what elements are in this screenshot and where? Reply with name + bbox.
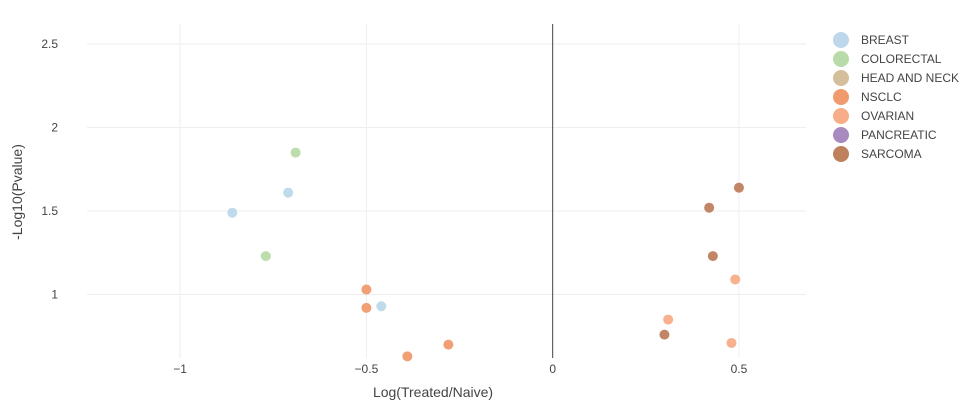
- y-axis-title: -Log10(Pvalue): [9, 144, 25, 240]
- data-point-colorectal[interactable]: [290, 147, 301, 158]
- x-tick-label: −1: [173, 362, 187, 376]
- legend-label: SARCOMA: [861, 147, 922, 161]
- data-point-nsclc[interactable]: [443, 339, 454, 350]
- x-tick-label: 0: [549, 362, 556, 376]
- legend-label: OVARIAN: [861, 109, 914, 123]
- legend-item-nsclc[interactable]: NSCLC: [833, 89, 902, 105]
- tick-label-layer: −1 −0.5 0 0.5 1 1.5 2 2.5: [41, 37, 747, 376]
- x-tick-label: 0.5: [731, 362, 748, 376]
- legend-label: PANCREATIC: [861, 128, 937, 142]
- data-point-sarcoma[interactable]: [733, 182, 744, 193]
- data-point-sarcoma[interactable]: [659, 329, 670, 340]
- x-axis-title: Log(Treated/Naive): [373, 384, 493, 400]
- legend-swatch: [833, 51, 849, 67]
- legend-item-colorectal[interactable]: COLORECTAL: [833, 51, 942, 67]
- data-point-nsclc[interactable]: [402, 351, 413, 362]
- data-point-breast[interactable]: [376, 301, 387, 312]
- legend-swatch: [833, 146, 849, 162]
- legend-swatch: [833, 32, 849, 48]
- x-tick-label: −0.5: [355, 362, 379, 376]
- data-point-sarcoma[interactable]: [707, 251, 718, 262]
- legend-label: BREAST: [861, 33, 910, 47]
- data-point-ovarian[interactable]: [663, 314, 674, 325]
- data-point-ovarian[interactable]: [730, 274, 741, 285]
- y-tick-label: 2: [51, 121, 58, 135]
- legend-swatch: [833, 108, 849, 124]
- y-tick-label: 1: [51, 288, 58, 302]
- grid-layer: [87, 24, 806, 358]
- legend-item-head-and-neck[interactable]: HEAD AND NECK: [833, 70, 959, 86]
- legend-swatch: [833, 89, 849, 105]
- legend-label: COLORECTAL: [861, 52, 942, 66]
- data-point-colorectal[interactable]: [260, 251, 271, 262]
- data-point-ovarian[interactable]: [726, 337, 737, 348]
- data-point-breast[interactable]: [227, 207, 238, 218]
- legend-item-pancreatic[interactable]: PANCREATIC: [833, 127, 937, 143]
- legend-swatch: [833, 127, 849, 143]
- y-tick-label: 1.5: [41, 204, 58, 218]
- y-tick-label: 2.5: [41, 37, 58, 51]
- legend-item-sarcoma[interactable]: SARCOMA: [833, 146, 922, 162]
- data-point-layer: [227, 147, 744, 362]
- data-point-sarcoma[interactable]: [704, 202, 715, 213]
- data-point-nsclc[interactable]: [361, 302, 372, 313]
- legend-swatch: [833, 70, 849, 86]
- data-point-breast[interactable]: [283, 187, 294, 198]
- data-point-nsclc[interactable]: [361, 284, 372, 295]
- legend-label: HEAD AND NECK: [861, 71, 959, 85]
- legend-item-ovarian[interactable]: OVARIAN: [833, 108, 914, 124]
- legend-label: NSCLC: [861, 90, 902, 104]
- legend-item-breast[interactable]: BREAST: [833, 32, 910, 48]
- legend[interactable]: BREAST COLORECTAL HEAD AND NECK NSCLC OVARIA…: [833, 32, 959, 162]
